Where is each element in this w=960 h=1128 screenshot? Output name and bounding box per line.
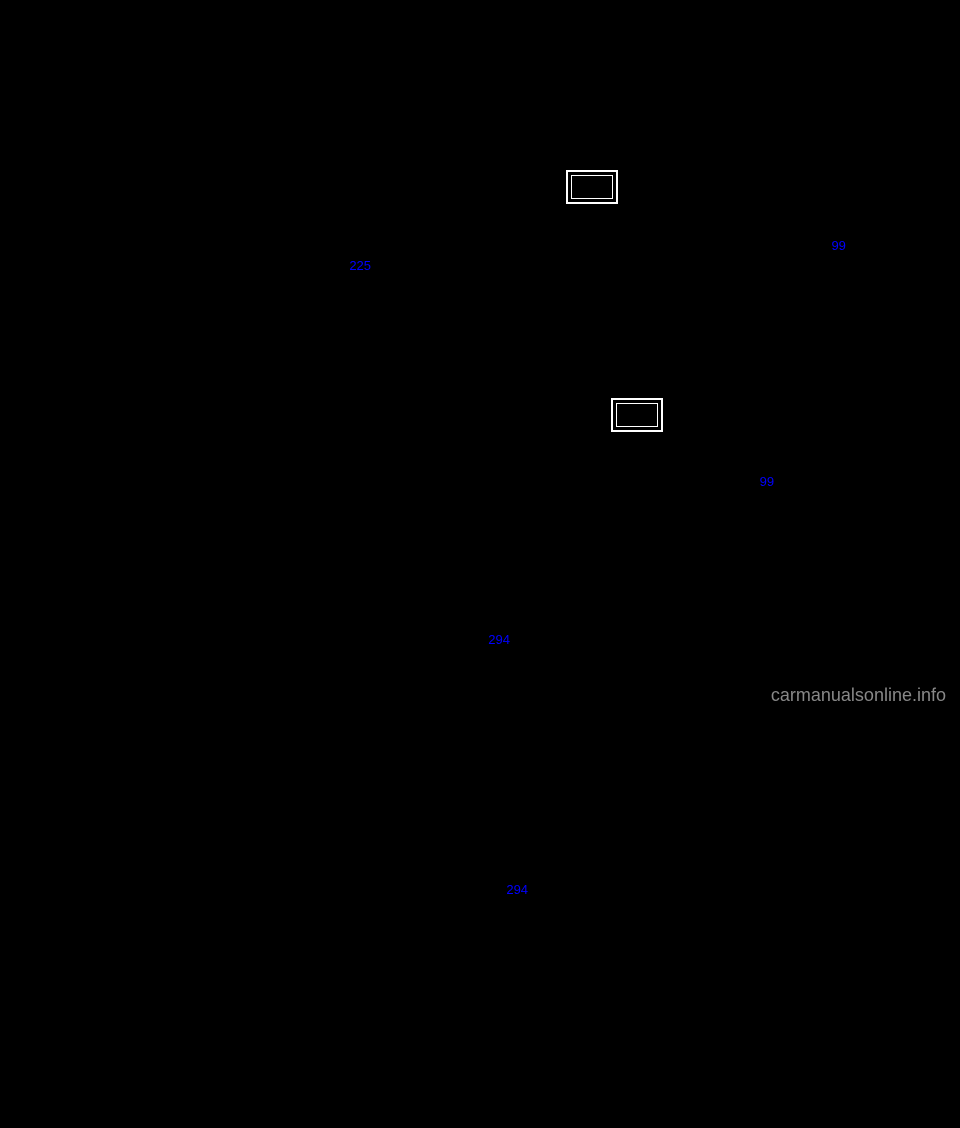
watermark: carmanualsonline.info (771, 685, 946, 706)
page-reference-294b[interactable]: 294 (506, 882, 528, 897)
mid-paragraph-2-text: In this section, customizing on the MID … (442, 452, 551, 647)
page-reference-99a[interactable]: 99 (831, 238, 845, 253)
right-paragraph-1: To enter the customizing mode, press and… (572, 96, 870, 136)
right-paragraph-4: After you press and hold the SEL/ RESET … (572, 266, 870, 306)
mid-paragraph-4: If you want to use the MID instead of th… (442, 948, 552, 1128)
continued-label: CONTINUED (739, 660, 810, 674)
middle-column: The MID in the instrument panel and the … (442, 96, 552, 1128)
right-paragraph-6-text: If you want to cancel ''METER SETUP'' or… (572, 434, 851, 489)
display-inner-2 (616, 403, 658, 427)
left-paragraph-1: When you customize settings, you should … (108, 90, 418, 170)
page-number: 77 (836, 660, 850, 675)
page-reference-294a[interactable]: 294 (488, 632, 510, 647)
right-paragraph-3: Refer to the table on the following page… (572, 196, 870, 256)
mid-paragraph-3: You cannot customize the settings on the… (442, 720, 552, 900)
display-illustration-box-2 (611, 398, 663, 432)
left-paragraph-4: If you try to enter the customizing mode… (108, 382, 418, 442)
page-title: Multi-Information Display (108, 36, 348, 59)
page-reference-99b[interactable]: 99 (760, 474, 774, 489)
mid-paragraph-3-text: You cannot customize the settings on the… (442, 722, 544, 897)
display-illustration-box-1 (566, 170, 618, 204)
right-paragraph-3-text: Refer to the table on the following page… (572, 198, 863, 253)
mid-paragraph-2: In this section, customizing on the MID … (442, 450, 552, 650)
right-paragraph-6: If you want to cancel ''METER SETUP'' or… (572, 432, 870, 492)
left-paragraph-2: These customized settings are recognized… (108, 196, 418, 276)
mid-paragraph-1: The MID in the instrument panel and the … (442, 96, 552, 376)
display-inner-1 (571, 175, 613, 199)
right-column: To enter the customizing mode, press and… (572, 96, 870, 492)
left-column: When you customize settings, you should … (108, 90, 418, 442)
left-paragraph-3: To change the settings, the ignition swi… (108, 306, 418, 366)
page-reference-225[interactable]: 225 (349, 258, 371, 273)
